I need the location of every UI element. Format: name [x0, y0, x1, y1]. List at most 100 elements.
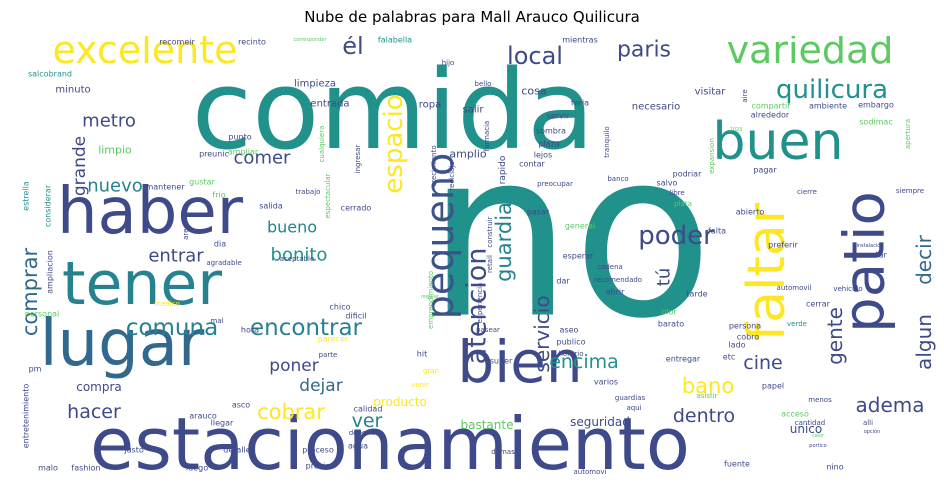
word-147: abierto — [736, 208, 765, 217]
word-175: area — [182, 224, 190, 240]
chart-title: Nube de palabras para Mall Arauco Quilic… — [304, 8, 640, 26]
word-15: atencion — [462, 248, 493, 365]
word-165: horario — [559, 350, 584, 358]
word-34: hacer — [67, 401, 121, 423]
word-163: abrir — [606, 288, 625, 297]
word-104: pm — [29, 365, 42, 374]
word-86: dia — [214, 240, 226, 249]
word-51: limpio — [98, 144, 132, 157]
word-134: papel — [762, 382, 784, 391]
word-148: pagar — [753, 166, 777, 175]
word-29: cobrar — [257, 400, 325, 424]
word-31: encima — [549, 351, 619, 373]
word-106: arauco — [189, 412, 217, 421]
word-100: parte — [319, 351, 338, 359]
word-161: dar — [556, 277, 570, 286]
word-105: entretenimiento — [22, 384, 31, 449]
word-180: expansion — [708, 138, 716, 174]
word-89: cerrado — [341, 204, 372, 213]
word-68: embargo — [858, 101, 894, 110]
word-172: reciclaje — [448, 161, 456, 190]
word-184: retail — [486, 255, 494, 273]
word-48: bastante — [461, 418, 514, 432]
word-24: servicio — [530, 295, 554, 372]
word-90: aceptable — [280, 255, 315, 263]
word-191: calor — [812, 433, 825, 439]
word-164: tarde — [686, 290, 707, 299]
word-38: comer — [234, 148, 292, 169]
word-92: ampliacion — [46, 250, 55, 294]
word-102: gran — [423, 367, 439, 375]
word-23: guardia — [492, 202, 516, 282]
word-42: bueno — [267, 218, 317, 237]
word-69: salcobrand — [28, 70, 72, 79]
word-121: publico — [557, 338, 586, 347]
word-70: preunic — [199, 150, 229, 159]
word-160: pasar — [527, 208, 550, 217]
word-114: malo — [38, 464, 58, 473]
word-139: persona — [729, 322, 761, 331]
word-61: recomeir — [159, 38, 195, 47]
word-54: cosa — [521, 85, 546, 98]
word-16: poder — [638, 221, 714, 251]
word-101: hit — [417, 350, 427, 359]
word-19: él — [342, 36, 363, 60]
word-83: sodimac — [859, 118, 892, 127]
word-124: entregar — [666, 355, 701, 364]
word-71: punto — [228, 133, 251, 142]
word-95: chico — [330, 303, 351, 312]
word-65: mientras — [562, 36, 598, 45]
word-159: recomendado — [594, 276, 642, 284]
word-132: nino — [826, 463, 843, 472]
word-111: agua — [348, 442, 368, 451]
word-137: etc — [723, 353, 735, 362]
word-44: dejar — [299, 376, 342, 396]
word-119: demas — [491, 448, 515, 456]
word-120: aseo — [560, 326, 579, 335]
word-186: instalación — [856, 242, 883, 249]
word-40: bonito — [271, 245, 328, 266]
word-53: ropa — [419, 100, 442, 111]
word-166: pasear — [476, 326, 500, 334]
word-107: asco — [232, 401, 250, 410]
word-76: servir — [547, 112, 570, 121]
word-59: entrada — [310, 99, 349, 110]
word-185: experiencia — [476, 283, 484, 324]
word-37: nuevo — [87, 176, 143, 197]
word-181: apertura — [904, 119, 912, 149]
word-33: dentro — [673, 405, 735, 427]
word-193: corresponder — [293, 37, 327, 43]
word-149: podriar — [673, 170, 702, 179]
word-82: alrededor — [751, 111, 790, 120]
word-88: salida — [259, 202, 283, 211]
word-188: opción — [864, 428, 881, 435]
word-73: mantener — [145, 183, 185, 192]
word-55: salir — [462, 105, 484, 116]
word-74: gustar — [189, 178, 215, 187]
word-125: asistir — [696, 392, 717, 400]
word-13: quilicura — [776, 75, 888, 105]
word-45: tú — [654, 268, 675, 286]
word-43: poner — [269, 356, 318, 376]
word-112: justo — [123, 446, 144, 455]
word-60: minuto — [55, 85, 90, 96]
word-27: decir — [912, 234, 936, 285]
word-62: recinto — [238, 38, 266, 47]
word-20: comuna — [126, 315, 218, 341]
word-192: 2023 — [730, 127, 743, 133]
word-158: cadena — [597, 263, 623, 271]
word-117: proceso — [302, 446, 334, 455]
word-177: farmacia — [483, 121, 491, 152]
word-131: fuente — [724, 460, 750, 469]
word-72: ampliar — [228, 148, 259, 157]
word-154: cierre — [797, 188, 817, 196]
word-174: espectacular — [324, 173, 332, 218]
word-152: libre — [669, 189, 684, 197]
word-4: haber — [57, 175, 244, 249]
word-96: dificil — [345, 312, 366, 321]
word-52: amplio — [449, 148, 487, 161]
word-49: producto — [373, 395, 427, 409]
word-126: guardias — [615, 394, 646, 402]
word-8: faltar — [737, 202, 797, 341]
word-64: feria — [571, 99, 589, 108]
